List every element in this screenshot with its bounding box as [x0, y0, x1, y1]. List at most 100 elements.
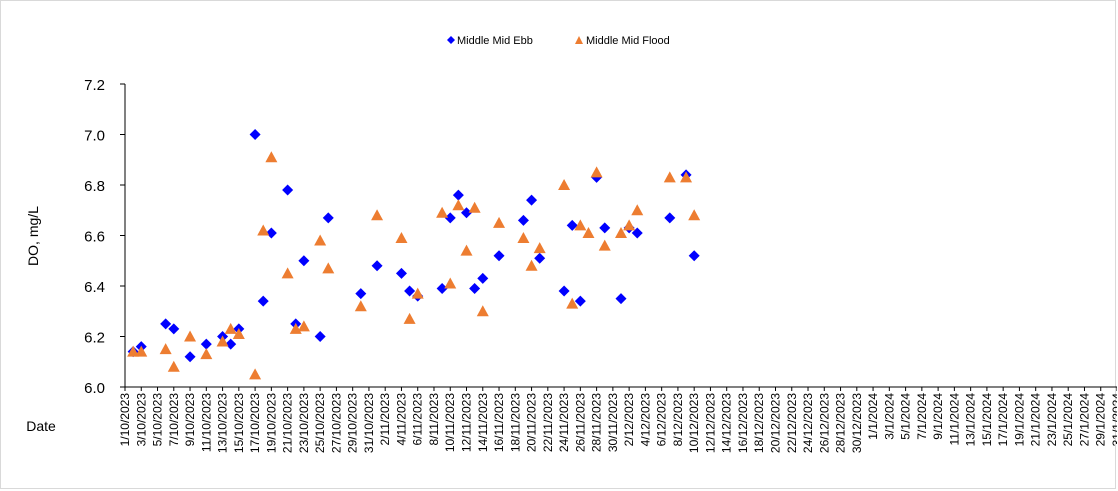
x-tick-label: 29/10/2023: [346, 393, 360, 453]
x-tick-label: 23/10/2023: [297, 393, 311, 453]
x-tick-label: 20/11/2023: [525, 393, 539, 452]
ebb-data-point: [355, 288, 367, 300]
x-tick-label: 11/10/2023: [199, 393, 213, 452]
flood-data-point: [297, 320, 310, 332]
flood-data-point: [623, 219, 636, 231]
x-tick-label: 13/10/2023: [216, 393, 230, 453]
ebb-data-point: [282, 184, 294, 196]
ebb-data-point: [184, 351, 196, 363]
x-tick-label: 2/11/2023: [378, 393, 392, 446]
flood-data-point: [216, 335, 229, 347]
x-tick-label: 24/11/2023: [557, 393, 571, 452]
x-tick-label: 18/12/2023: [752, 393, 766, 453]
x-tick-label: 4/11/2023: [394, 393, 408, 446]
x-tick-label: 7/1/2024: [915, 393, 929, 440]
flood-data-point: [598, 239, 611, 251]
flood-data-point: [460, 244, 473, 256]
flood-data-point: [582, 226, 595, 238]
legend-label-flood: Middle Mid Flood: [586, 35, 670, 47]
x-tick-label: 23/1/2024: [1045, 393, 1059, 447]
flood-data-point: [200, 348, 213, 360]
legend-entry-flood: Middle Mid Flood: [575, 35, 670, 47]
x-tick-label: 17/10/2023: [248, 393, 262, 453]
x-tick-label: 27/1/2024: [1077, 393, 1091, 447]
x-tick-label: 25/10/2023: [313, 393, 327, 453]
x-tick-label: 30/12/2023: [850, 393, 864, 453]
flood-data-point: [436, 206, 449, 218]
ebb-data-point: [298, 255, 310, 267]
flood-data-point: [265, 151, 278, 163]
flood-data-point: [517, 232, 530, 244]
flood-data-point: [533, 242, 546, 254]
flood-data-point: [403, 312, 416, 324]
ebb-data-point: [574, 295, 586, 307]
x-tick-label: 6/11/2023: [411, 393, 425, 446]
x-tick-label: 9/10/2023: [183, 393, 197, 447]
legend-entry-ebb: Middle Mid Ebb: [447, 35, 533, 47]
y-tick-labels: 6.0 6.2 6.4 6.6 6.8 7.0 7.2: [84, 77, 125, 397]
flood-data-point: [468, 201, 481, 213]
x-tick-label: 14/12/2023: [720, 393, 734, 453]
x-tick-label: 1/10/2023: [118, 393, 132, 447]
ebb-data-point: [599, 222, 611, 234]
ebb-data-point: [493, 250, 505, 262]
ebb-data-point: [566, 219, 578, 231]
ebb-data-point: [314, 331, 326, 342]
flood-data-point: [249, 368, 262, 380]
ebb-data-point: [225, 338, 237, 350]
x-tick-label: 11/1/2024: [947, 393, 961, 446]
x-tick-label: 15/10/2023: [232, 393, 246, 453]
x-tick-label: 7/10/2023: [167, 393, 181, 447]
ebb-data-point: [688, 250, 700, 262]
x-tick-label: 4/12/2023: [638, 393, 652, 447]
ebb-data-point: [395, 267, 407, 279]
x-tick-label: 20/12/2023: [768, 393, 782, 453]
ebb-data-point: [534, 252, 546, 264]
flood-data-point: [135, 345, 148, 357]
x-tick-labels: 1/10/2023 3/10/2023 5/10/2023 7/10/2023 9/10…: [118, 387, 1117, 453]
flood-data-point: [159, 343, 172, 355]
x-tick-label: 18/11/2023: [508, 393, 522, 452]
x-tick-label: 28/12/2023: [834, 393, 848, 453]
ebb-data-point: [517, 214, 529, 226]
flood-data-point: [558, 179, 571, 190]
flood-data-point: [566, 297, 579, 309]
x-tick-label: 5/1/2024: [899, 393, 913, 440]
flood-data-point: [314, 234, 327, 246]
flood-data-point: [232, 327, 245, 339]
x-tick-label: 27/10/2023: [329, 393, 343, 453]
flood-data-point: [663, 171, 676, 183]
x-tick-label: 3/1/2024: [882, 393, 896, 440]
ebb-data-point: [436, 283, 448, 295]
flood-data-point: [354, 300, 367, 312]
y-tick-label: 6.0: [84, 380, 105, 397]
flood-data-point: [281, 267, 294, 279]
y-tick-label: 7.0: [84, 128, 105, 145]
flood-data-point: [395, 232, 408, 244]
flood-data-point: [127, 345, 140, 357]
x-tick-label: 12/12/2023: [703, 393, 717, 453]
flood-data-point: [680, 171, 693, 183]
x-tick-label: 2/12/2023: [622, 393, 636, 447]
flood-data-point: [322, 262, 335, 274]
flood-data-point: [444, 277, 457, 289]
flood-data-point: [574, 219, 587, 231]
x-tick-label: 31/10/2023: [362, 393, 376, 453]
y-tick-label: 6.8: [84, 178, 105, 195]
ebb-data-point: [444, 212, 456, 224]
x-tick-label: 22/11/2023: [541, 393, 555, 452]
x-tick-label: 26/11/2023: [573, 393, 587, 452]
legend-marker-flood: [575, 36, 583, 44]
flood-data-point: [525, 259, 538, 271]
flood-data-point: [688, 209, 701, 221]
x-tick-label: 5/10/2023: [151, 393, 165, 447]
ebb-data-point: [664, 212, 676, 224]
series-middle-mid-flood: [127, 151, 701, 380]
flood-data-point: [371, 209, 384, 221]
y-axis-label: DO, mg/L: [25, 206, 41, 266]
x-tick-label: 21/10/2023: [281, 393, 295, 453]
x-tick-label: 29/1/2024: [1094, 393, 1108, 447]
ebb-data-point: [452, 189, 464, 201]
x-tick-label: 17/1/2024: [996, 393, 1010, 447]
